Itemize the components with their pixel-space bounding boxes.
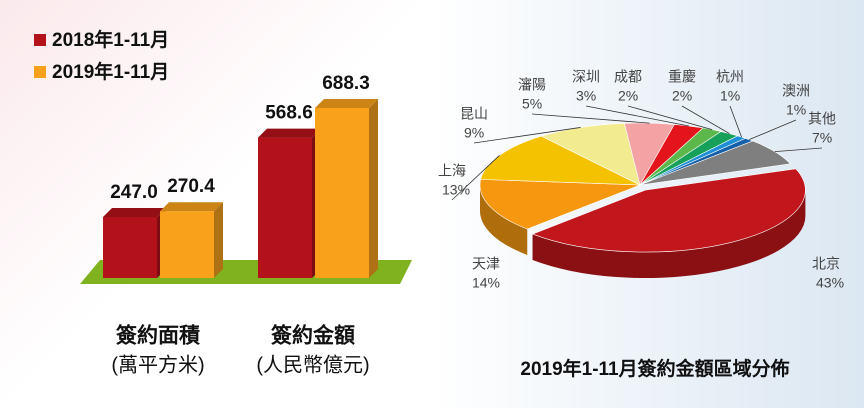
leader-line (627, 105, 713, 131)
legend-label: 2019年1-11月 (52, 60, 169, 83)
leader-line (681, 105, 730, 134)
slice-name: 上海 (438, 163, 466, 179)
slice-name: 深圳 (572, 69, 600, 85)
slice-name: 天津 (472, 256, 500, 272)
slice-value: 5% (522, 96, 542, 112)
bar-side (369, 99, 378, 278)
slice-value: 14% (472, 275, 500, 291)
bar-top (160, 202, 223, 212)
slice-name: 昆山 (460, 106, 488, 122)
bar-top (258, 128, 321, 138)
category-label: 簽約面積 (116, 324, 201, 348)
legend-label: 2018年1-11月 (52, 28, 169, 51)
leader-line (729, 105, 742, 138)
category-unit: (人民幣億元) (256, 353, 369, 376)
leader-line (473, 127, 581, 144)
slice (480, 135, 641, 186)
slice-name: 其他 (808, 111, 836, 127)
data-label: 568.6 (265, 103, 313, 124)
category-label: 簽約金額 (271, 324, 355, 348)
slice-name: 杭州 (716, 69, 744, 85)
category-unit: (萬平方米) (111, 353, 204, 376)
slice-value: 1% (786, 102, 806, 118)
slice-value: 2% (618, 88, 638, 104)
bar (258, 137, 312, 278)
pie-title: 2019年1-11月簽約金額區域分佈 (520, 357, 789, 380)
legend-swatch (34, 34, 46, 46)
bar (103, 216, 157, 278)
slice-name: 北京 (812, 256, 840, 272)
slice-value: 43% (816, 275, 844, 291)
slice-value: 1% (720, 88, 740, 104)
slice (639, 140, 791, 186)
slice-value: 13% (442, 182, 470, 198)
bar-top (103, 207, 166, 217)
leader-line (531, 113, 650, 124)
slice-value: 3% (576, 88, 596, 104)
leader-line (451, 155, 500, 201)
slice-name: 澳洲 (782, 83, 810, 99)
slice (540, 122, 641, 186)
bar-top (315, 99, 378, 108)
pie (479, 122, 806, 279)
slice-value: 9% (464, 125, 484, 141)
data-label: 247.0 (110, 182, 158, 203)
bar-side (214, 202, 223, 278)
data-label: 270.4 (167, 176, 215, 197)
leader-line (585, 105, 689, 127)
slice (479, 179, 641, 230)
leader-line (774, 147, 823, 152)
slice-name: 瀋陽 (518, 77, 546, 93)
bar (315, 108, 369, 278)
slice-side (480, 185, 528, 255)
slice-value: 7% (812, 130, 832, 146)
slice-side (532, 190, 806, 279)
slice-name: 重慶 (668, 69, 696, 85)
slice (531, 168, 806, 253)
slice-value: 2% (672, 88, 692, 104)
bar (160, 211, 214, 278)
legend-swatch (34, 66, 46, 78)
leader-line (748, 119, 797, 141)
slice-name: 成都 (614, 69, 642, 85)
data-label: 688.3 (322, 73, 370, 94)
